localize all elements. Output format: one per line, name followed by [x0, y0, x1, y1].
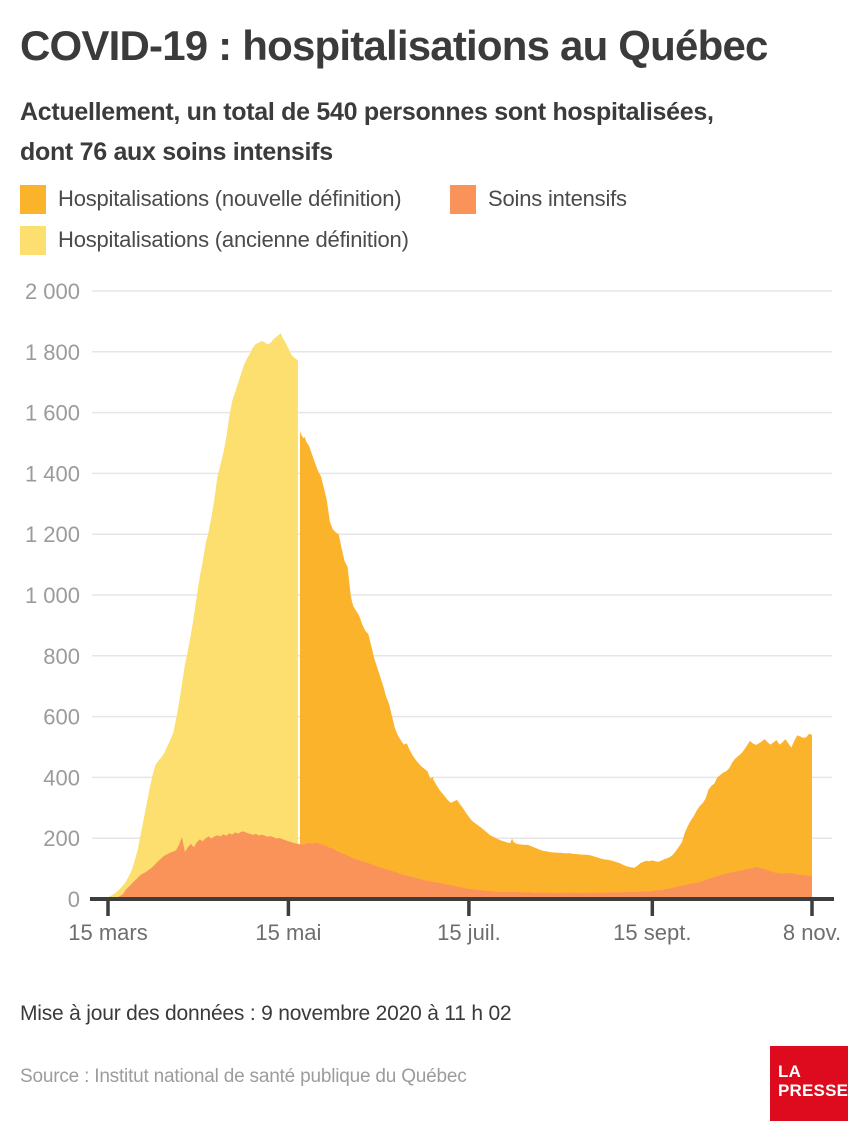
svg-text:15 mai: 15 mai — [255, 920, 321, 945]
data-updated-text: Mise à jour des données : 9 novembre 202… — [20, 1002, 512, 1025]
la-presse-logo: LA PRESSE — [770, 1046, 848, 1121]
legend-item-hospitalisations-ancienne: Hospitalisations (ancienne définition) — [20, 225, 409, 255]
legend-swatch-nouvelle — [20, 184, 46, 214]
legend-item-hospitalisations-nouvelle: Hospitalisations (nouvelle définition) — [20, 184, 402, 214]
svg-text:0: 0 — [68, 887, 80, 912]
svg-text:2 000: 2 000 — [25, 279, 80, 304]
legend-label-soins-intensifs: Soins intensifs — [488, 186, 627, 211]
legend-label-ancienne: Hospitalisations (ancienne définition) — [58, 227, 409, 252]
svg-text:400: 400 — [43, 765, 80, 790]
svg-text:600: 600 — [43, 705, 80, 730]
svg-text:1 200: 1 200 — [25, 522, 80, 547]
svg-text:15 juil.: 15 juil. — [437, 920, 501, 945]
subtitle-line-1: Actuellement, un total de 540 personnes … — [20, 98, 714, 126]
legend-label-nouvelle: Hospitalisations (nouvelle définition) — [58, 186, 402, 211]
legend-swatch-ancienne — [20, 225, 46, 255]
svg-text:15 mars: 15 mars — [68, 920, 147, 945]
svg-text:15 sept.: 15 sept. — [613, 920, 691, 945]
page-title: COVID-19 : hospitalisations au Québec — [20, 22, 768, 69]
source-text: Source : Institut national de santé publ… — [20, 1066, 467, 1087]
svg-text:1 800: 1 800 — [25, 340, 80, 365]
subtitle: Actuellement, un total de 540 personnes … — [20, 92, 714, 172]
svg-text:1 000: 1 000 — [25, 583, 80, 608]
la-presse-logo-line-1: LA — [778, 1062, 802, 1081]
legend-item-soins-intensifs: Soins intensifs — [450, 184, 627, 214]
svg-text:200: 200 — [43, 826, 80, 851]
la-presse-logo-line-2: PRESSE — [778, 1080, 849, 1100]
legend-swatch-soins-intensifs — [450, 184, 476, 214]
svg-text:1 600: 1 600 — [25, 401, 80, 426]
subtitle-line-2: dont 76 aux soins intensifs — [20, 138, 333, 166]
svg-text:1 400: 1 400 — [25, 461, 80, 486]
svg-text:800: 800 — [43, 644, 80, 669]
svg-text:8 nov.: 8 nov. — [783, 920, 841, 945]
